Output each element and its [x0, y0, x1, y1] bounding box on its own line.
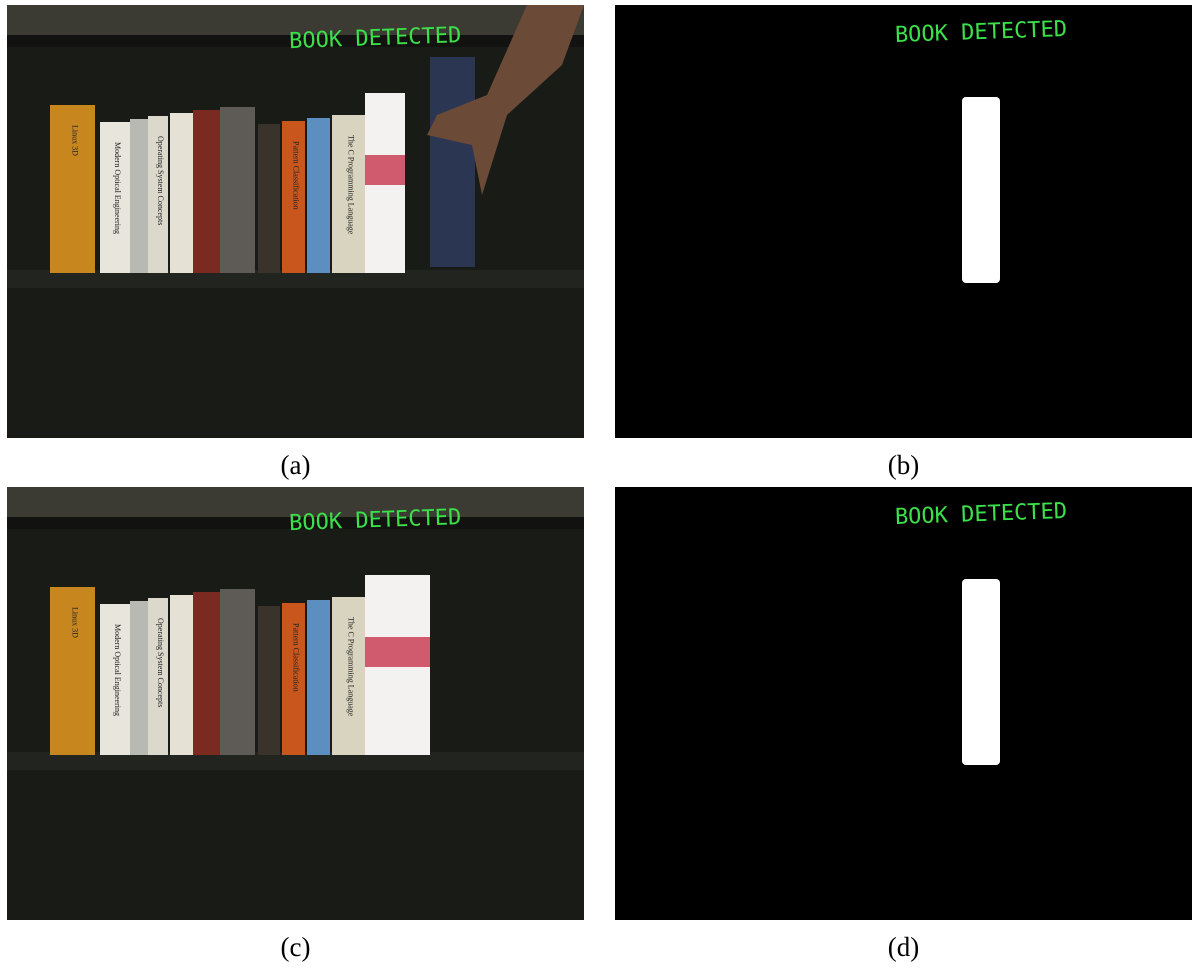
book-spine-title: Linux 3D [71, 607, 80, 638]
book-spine-title: Pattern Classification [292, 141, 301, 210]
book [130, 601, 148, 755]
book [193, 110, 220, 273]
caption: (b) [888, 450, 919, 480]
book [258, 124, 280, 273]
book [193, 592, 220, 755]
figure: Linux 3D Modern Optical Engineering Operat… [0, 0, 1196, 968]
book-spine-title: Modern Optical Engineering [113, 142, 122, 234]
caption: (d) [888, 932, 919, 962]
book-spine-title: Operating System Concepts [156, 136, 165, 225]
mask-blob [962, 579, 1000, 765]
panel: BOOK DETECTED [615, 487, 1192, 920]
held-book [430, 57, 475, 267]
book [170, 113, 193, 273]
book [307, 600, 330, 755]
book-spine-title: The C Programming Language [347, 617, 356, 717]
book [220, 107, 255, 273]
book [258, 606, 280, 755]
book-stripe [365, 155, 405, 185]
book-spine-title: Modern Optical Engineering [113, 624, 122, 716]
image-background [615, 5, 1192, 438]
book [220, 589, 255, 755]
book-stripe [365, 637, 430, 667]
book-spine-title: Linux 3D [71, 125, 80, 156]
book-spine-title: Pattern Classification [292, 623, 301, 692]
panel: BOOK DETECTED [615, 5, 1192, 438]
panel: Linux 3D Modern Optical Engineering Operat… [7, 5, 584, 438]
mask-blob [962, 97, 1000, 283]
book-spine-title: Operating System Concepts [156, 618, 165, 707]
panel: Linux 3D Modern Optical Engineering Operat… [7, 487, 584, 920]
page: Linux 3D Modern Optical Engineering Operat… [0, 0, 1196, 968]
caption: (a) [281, 450, 311, 480]
image-background [615, 487, 1192, 920]
book-spine-title: The C Programming Language [347, 135, 356, 235]
book [130, 119, 148, 273]
caption: (c) [281, 932, 311, 962]
book [307, 118, 330, 273]
book [170, 595, 193, 755]
